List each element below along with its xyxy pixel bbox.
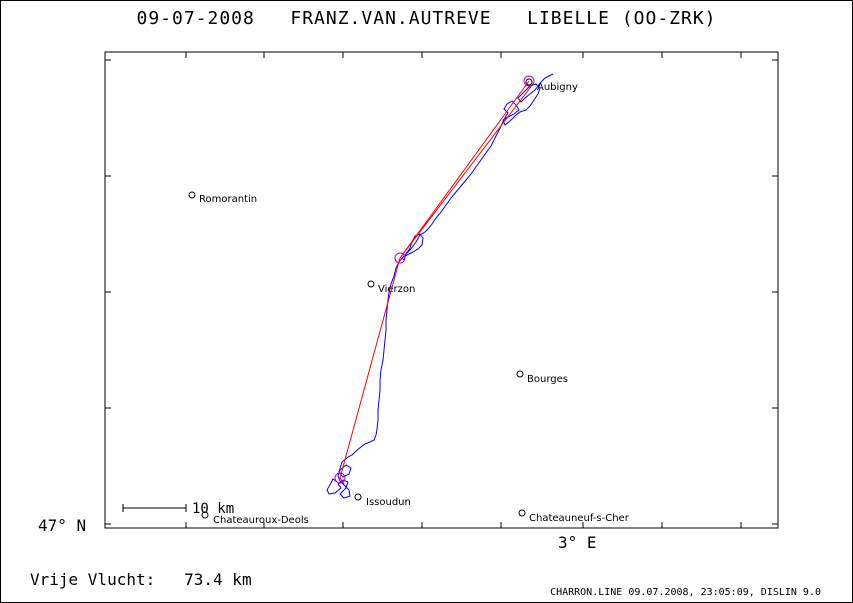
scale-bar xyxy=(122,504,187,512)
city-vierzon: Vierzon xyxy=(367,280,415,295)
city-bourges: Bourges xyxy=(516,370,568,385)
city-marker xyxy=(525,78,533,86)
distance-label: Vrije Vlucht: xyxy=(30,570,156,589)
city-marker xyxy=(367,280,375,288)
city-marker xyxy=(201,511,209,519)
title-date: 09-07-2008 xyxy=(136,8,255,29)
turnpoint-start xyxy=(523,75,535,87)
title-glider: LIBELLE (OO-ZRK) xyxy=(527,8,717,29)
distance-value: 73.4 km xyxy=(184,570,252,589)
title-pilot: FRANZ.VAN.AUTREVE xyxy=(290,8,492,29)
city-label: Romorantin xyxy=(199,194,257,205)
bottom-ticks xyxy=(185,522,742,528)
map-frame xyxy=(104,51,779,529)
turnpoint-middle xyxy=(394,252,406,264)
top-ticks xyxy=(185,52,742,58)
left-ticks xyxy=(105,59,111,525)
city-aubigny: Aubigny xyxy=(525,78,578,93)
footer-info: CHARRON.LINE 09.07.2008, 23:05:09, DISLI… xyxy=(550,587,821,598)
turnpoint-south xyxy=(334,472,346,484)
city-label: Aubigny xyxy=(537,82,578,93)
task-line xyxy=(339,80,534,485)
city-marker xyxy=(516,370,524,378)
plot-title: 09-07-2008 FRANZ.VAN.AUTREVE LIBELLE (OO… xyxy=(0,8,853,29)
city-issoudun: Issoudun xyxy=(354,493,411,508)
city-marker xyxy=(188,191,196,199)
city-chateauroux-deols: Chateauroux-Deols xyxy=(201,511,309,526)
city-label: Chateauneuf-s-Cher xyxy=(529,513,630,524)
city-label: Chateauroux-Deols xyxy=(213,515,309,526)
lat-label: 47° N xyxy=(38,516,86,535)
flight-track xyxy=(326,73,554,499)
city-marker xyxy=(518,509,526,517)
city-label: Vierzon xyxy=(378,284,415,295)
city-label: Bourges xyxy=(527,374,568,385)
free-flight-distance: Vrije Vlucht: 73.4 km xyxy=(30,570,252,589)
right-ticks xyxy=(772,59,778,525)
city-romorantin: Romorantin xyxy=(188,191,257,205)
city-chateauneuf-s-cher: Chateauneuf-s-Cher xyxy=(518,509,630,524)
lon-label: 3° E xyxy=(558,533,597,552)
city-label: Issoudun xyxy=(366,497,411,508)
city-marker xyxy=(354,493,362,501)
